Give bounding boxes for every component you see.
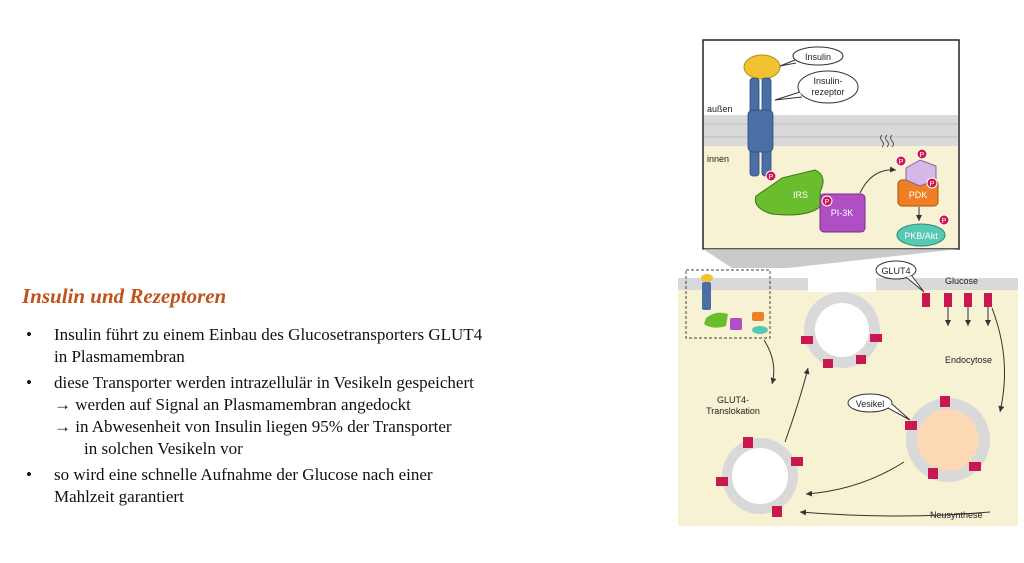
endocytic-pit-lumen bbox=[815, 303, 869, 357]
phospho-label: P bbox=[920, 152, 925, 159]
phospho-label: P bbox=[899, 159, 904, 166]
bullet-line: diese Transporter werden intrazellulär i… bbox=[54, 373, 474, 392]
lipid-tail-icon bbox=[880, 134, 894, 148]
receptor-label-line1: Insulin- bbox=[813, 76, 842, 86]
vesicle-callout: Vesikel bbox=[847, 393, 911, 421]
recycling-arrow bbox=[805, 461, 905, 497]
pdk-label: PDK bbox=[909, 190, 928, 200]
glucose-label: Glucose bbox=[945, 276, 978, 286]
bullet-dot-icon: • bbox=[26, 465, 32, 484]
pkb-akt-protein bbox=[896, 223, 946, 247]
insulin-callout: Insulin bbox=[779, 46, 844, 67]
endocytosis-label: Endocytose bbox=[945, 355, 992, 365]
slide-heading: Insulin und Rezeptoren bbox=[22, 284, 227, 308]
glut4-callout: GLUT4 bbox=[875, 260, 925, 293]
translocation-arrow bbox=[784, 367, 810, 443]
bullet-dot-icon: • bbox=[26, 373, 32, 392]
glut4-label: GLUT4 bbox=[881, 266, 910, 276]
neusynthese-label: Neusynthese bbox=[930, 510, 983, 520]
phospho-label: P bbox=[825, 199, 830, 206]
bullet-line: in Plasmamembran bbox=[54, 347, 185, 366]
translocation-label-line1: GLUT4- bbox=[717, 395, 749, 405]
bullet-item: • diese Transporter werden intrazellulär… bbox=[22, 372, 662, 460]
extracellular-space bbox=[678, 268, 1018, 278]
vesicle-label: Vesikel bbox=[856, 399, 885, 409]
zoom-region-box bbox=[685, 269, 771, 339]
mini-receptor bbox=[702, 282, 711, 310]
translocation-vesicle-lumen bbox=[732, 448, 788, 504]
bullet-line: Insulin führt zu einem Einbau des Glucos… bbox=[54, 325, 483, 344]
phospho-label: P bbox=[769, 174, 774, 181]
irs-protein bbox=[754, 169, 824, 216]
phospho-label: P bbox=[930, 181, 935, 188]
mini-pi3k bbox=[730, 318, 742, 330]
bullet-line: Mahlzeit garantiert bbox=[54, 487, 184, 506]
storage-vesicle-glut4 bbox=[905, 396, 981, 479]
translocation-vesicle-glut4 bbox=[716, 437, 803, 517]
mini-pkb bbox=[752, 326, 768, 334]
phospho-markers: P P P P P P bbox=[765, 148, 950, 226]
inset-membrane bbox=[704, 115, 958, 146]
pkb-akt-label: PKB/Akt bbox=[904, 231, 938, 241]
bullet-subline: in solchen Vesikeln vor bbox=[84, 439, 243, 458]
pit-opening bbox=[808, 276, 876, 292]
neusynthese-arrow bbox=[799, 509, 991, 517]
irs-label: IRS bbox=[793, 190, 808, 200]
mini-irs bbox=[704, 312, 728, 328]
phospho-label: P bbox=[942, 218, 947, 225]
membrane-glut4-transporters bbox=[922, 293, 992, 307]
pi3k-label: PI-3K bbox=[831, 208, 854, 218]
bullet-item: • Insulin führt zu einem Einbau des Gluc… bbox=[22, 324, 662, 368]
bullet-subline: → in Abwesenheit von Insulin liegen 95% … bbox=[54, 417, 452, 436]
mini-insulin bbox=[701, 274, 713, 282]
mini-pdk bbox=[752, 312, 764, 321]
inside-label: innen bbox=[707, 154, 729, 164]
bullet-item: • so wird eine schnelle Aufnahme der Glu… bbox=[22, 464, 662, 508]
receptor-label-line2: rezeptor bbox=[811, 87, 844, 97]
glucose-flux-arrows bbox=[945, 307, 991, 326]
bullet-subline: → werden auf Signal an Plasmamembran ang… bbox=[54, 395, 411, 414]
storage-vesicle-core bbox=[917, 409, 979, 471]
zoom-connector bbox=[703, 249, 959, 270]
insulin-label: Insulin bbox=[805, 52, 831, 62]
receptor-callout: Insulin- rezeptor bbox=[774, 70, 859, 104]
pit-glut4-transporters bbox=[801, 334, 882, 368]
bullet-dot-icon: • bbox=[26, 325, 32, 344]
insulin-molecule bbox=[743, 54, 781, 80]
bullet-line: so wird eine schnelle Aufnahme der Gluco… bbox=[54, 465, 433, 484]
translocation-label-line2: Translokation bbox=[706, 406, 760, 416]
bullet-list: • Insulin führt zu einem Einbau des Gluc… bbox=[22, 324, 662, 512]
signal-arrow bbox=[763, 339, 777, 385]
endocytosis-arrow bbox=[991, 307, 1005, 413]
outside-label: außen bbox=[707, 104, 733, 114]
pi3k-to-pdk-arrow bbox=[859, 166, 897, 194]
